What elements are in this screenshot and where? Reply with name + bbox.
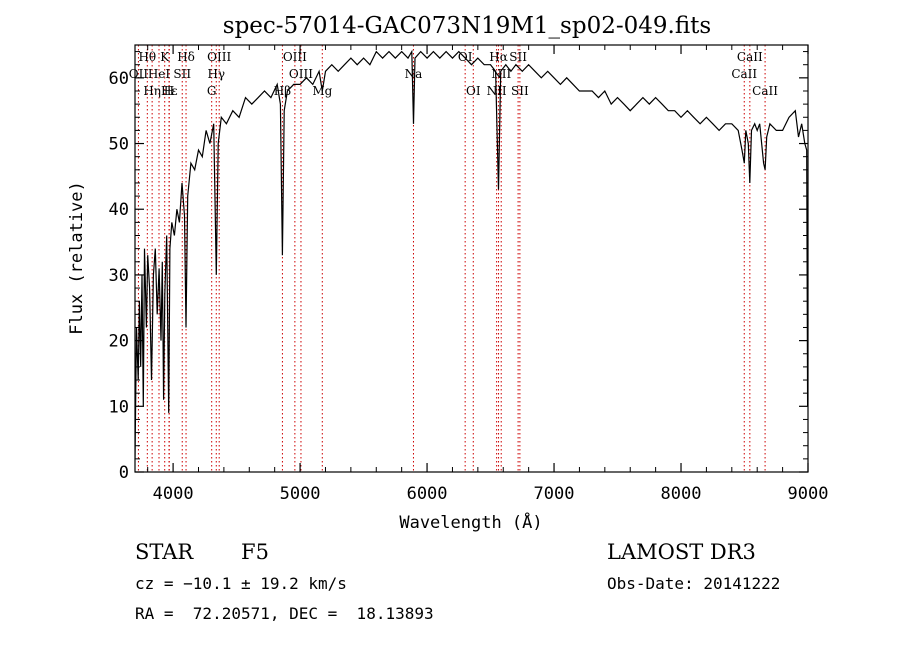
line-marker-label: G (207, 84, 217, 98)
line-marker-label: Hγ (207, 67, 225, 81)
y-axis-label: Flux (relative) (67, 181, 87, 335)
y-tick-label: 0 (119, 463, 129, 483)
line-marker-label: K (160, 50, 170, 64)
line-marker-label: Hη (143, 84, 161, 98)
x-tick-label: 7000 (534, 484, 575, 504)
x-tick-label: 8000 (661, 484, 702, 504)
line-marker-label: OIII (289, 67, 313, 81)
chart-title: spec-57014-GAC073N19M1_sp02-049.fits (223, 13, 711, 39)
line-marker-label: CaII (731, 67, 757, 81)
line-marker-label: HeI (148, 67, 171, 81)
line-marker-label: OI (458, 50, 473, 64)
coordinates: RA = 72.20571, DEC = 18.13893 (135, 604, 434, 623)
line-marker-label: Hθ (138, 50, 156, 64)
y-tick-label: 30 (109, 266, 129, 286)
line-marker-label: OII (129, 67, 149, 81)
observation-date: Obs-Date: 20141222 (607, 574, 781, 593)
line-marker-label: SII (509, 50, 527, 64)
redshift-velocity: cz = −10.1 ± 19.2 km/s (135, 574, 347, 593)
y-tick-label: 50 (109, 135, 129, 155)
line-marker-label: OIII (283, 50, 307, 64)
line-marker-label: SII (173, 67, 191, 81)
x-axis-ticks: 4000 5000 6000 7000 8000 9000 (147, 45, 829, 504)
line-marker-label: OIII (207, 50, 231, 64)
y-tick-label: 40 (109, 200, 129, 220)
plot-frame (134, 44, 809, 473)
line-marker-label: CaII (752, 84, 778, 98)
object-type: STAR (135, 540, 194, 564)
x-tick-label: 5000 (280, 484, 321, 504)
y-tick-label: 20 (109, 332, 129, 352)
x-tick-label: 6000 (407, 484, 448, 504)
line-marker-label: SII (511, 84, 529, 98)
y-tick-label: 10 (109, 397, 129, 417)
survey-name: LAMOST DR3 (607, 540, 756, 564)
y-axis-ticks: 0 10 20 30 40 50 60 (109, 51, 808, 483)
line-marker-label: CaII (737, 50, 763, 64)
x-axis-label: Wavelength (Å) (399, 511, 542, 533)
line-marker-label: H (164, 84, 174, 98)
line-markers (137, 45, 766, 472)
x-tick-label: 4000 (153, 484, 194, 504)
line-marker-label: NII (487, 84, 507, 98)
object-subclass: F5 (241, 540, 269, 564)
line-marker-label: Na (405, 67, 423, 81)
x-tick-label: 9000 (788, 484, 829, 504)
line-marker-label: OI (466, 84, 481, 98)
spectrum-series-line (135, 49, 808, 459)
line-marker-label: Hε (161, 84, 178, 98)
line-marker-label: Hα (489, 50, 508, 64)
line-marker-label: Hδ (177, 50, 195, 64)
y-tick-label: 60 (109, 69, 129, 89)
